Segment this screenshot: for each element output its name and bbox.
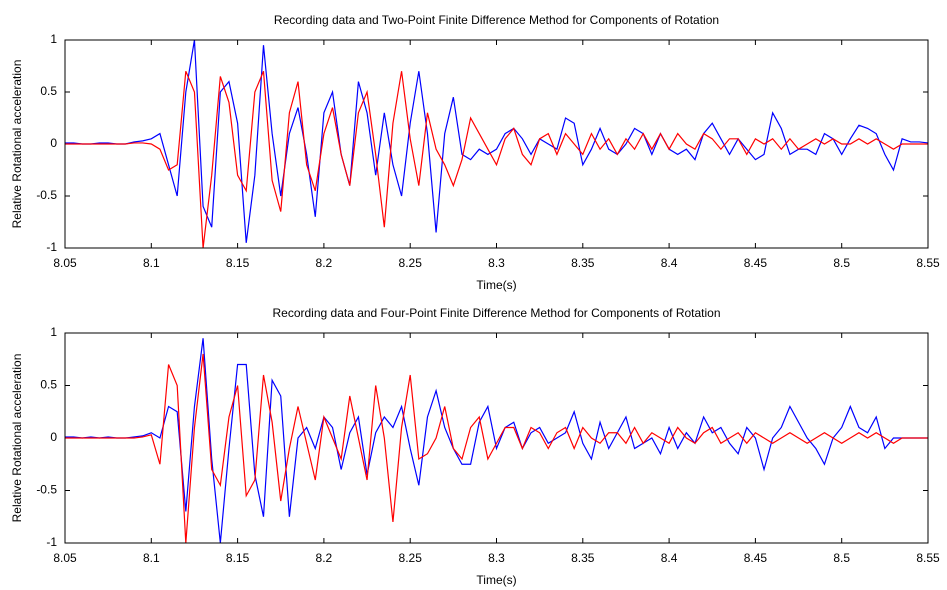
x-axis-label: Time(s) xyxy=(476,573,516,587)
x-tick-label: 8.1 xyxy=(143,256,160,270)
x-tick-label: 8.35 xyxy=(571,551,595,565)
x-tick-label: 8.5 xyxy=(833,551,850,565)
x-tick-label: 8.55 xyxy=(916,551,940,565)
y-tick-label: -0.5 xyxy=(36,188,57,202)
x-tick-label: 8.35 xyxy=(571,256,595,270)
x-axis-label: Time(s) xyxy=(476,278,516,292)
x-tick-label: 8.05 xyxy=(53,551,77,565)
series-line xyxy=(65,353,928,544)
series-line xyxy=(65,70,928,249)
chart-title: Recording data and Four-Point Finite Dif… xyxy=(272,306,720,320)
x-tick-label: 8.4 xyxy=(661,551,678,565)
y-tick-label: 0 xyxy=(50,136,57,150)
y-tick-label: -1 xyxy=(46,535,57,549)
series-line xyxy=(65,39,929,243)
x-tick-label: 8.5 xyxy=(833,256,850,270)
y-tick-label: 1 xyxy=(50,32,57,46)
plot-area xyxy=(65,40,928,248)
y-tick-label: 1 xyxy=(50,325,57,339)
y-axis-label: Relative Rotational acceleration xyxy=(10,60,24,229)
x-tick-label: 8.15 xyxy=(226,551,250,565)
x-tick-label: 8.3 xyxy=(488,256,505,270)
x-tick-label: 8.05 xyxy=(53,256,77,270)
y-axis-label: Relative Rotational acceleration xyxy=(10,354,24,523)
y-tick-label: 0.5 xyxy=(40,84,57,98)
chart-title: Recording data and Two-Point Finite Diff… xyxy=(274,13,719,27)
x-tick-label: 8.4 xyxy=(661,256,678,270)
y-tick-label: -1 xyxy=(46,240,57,254)
x-tick-label: 8.45 xyxy=(744,551,768,565)
x-tick-label: 8.25 xyxy=(399,551,423,565)
axes-box xyxy=(64,39,929,249)
x-tick-label: 8.2 xyxy=(316,551,333,565)
x-tick-label: 8.15 xyxy=(226,256,250,270)
series-line xyxy=(65,338,928,544)
x-tick-label: 8.45 xyxy=(744,256,768,270)
axes-box xyxy=(64,332,929,544)
x-tick-label: 8.1 xyxy=(143,551,160,565)
x-tick-label: 8.3 xyxy=(488,551,505,565)
y-tick-label: 0.5 xyxy=(40,378,57,392)
y-tick-label: 0 xyxy=(50,430,57,444)
x-tick-label: 8.2 xyxy=(316,256,333,270)
y-tick-label: -0.5 xyxy=(36,483,57,497)
x-tick-label: 8.55 xyxy=(916,256,940,270)
x-tick-label: 8.25 xyxy=(399,256,423,270)
